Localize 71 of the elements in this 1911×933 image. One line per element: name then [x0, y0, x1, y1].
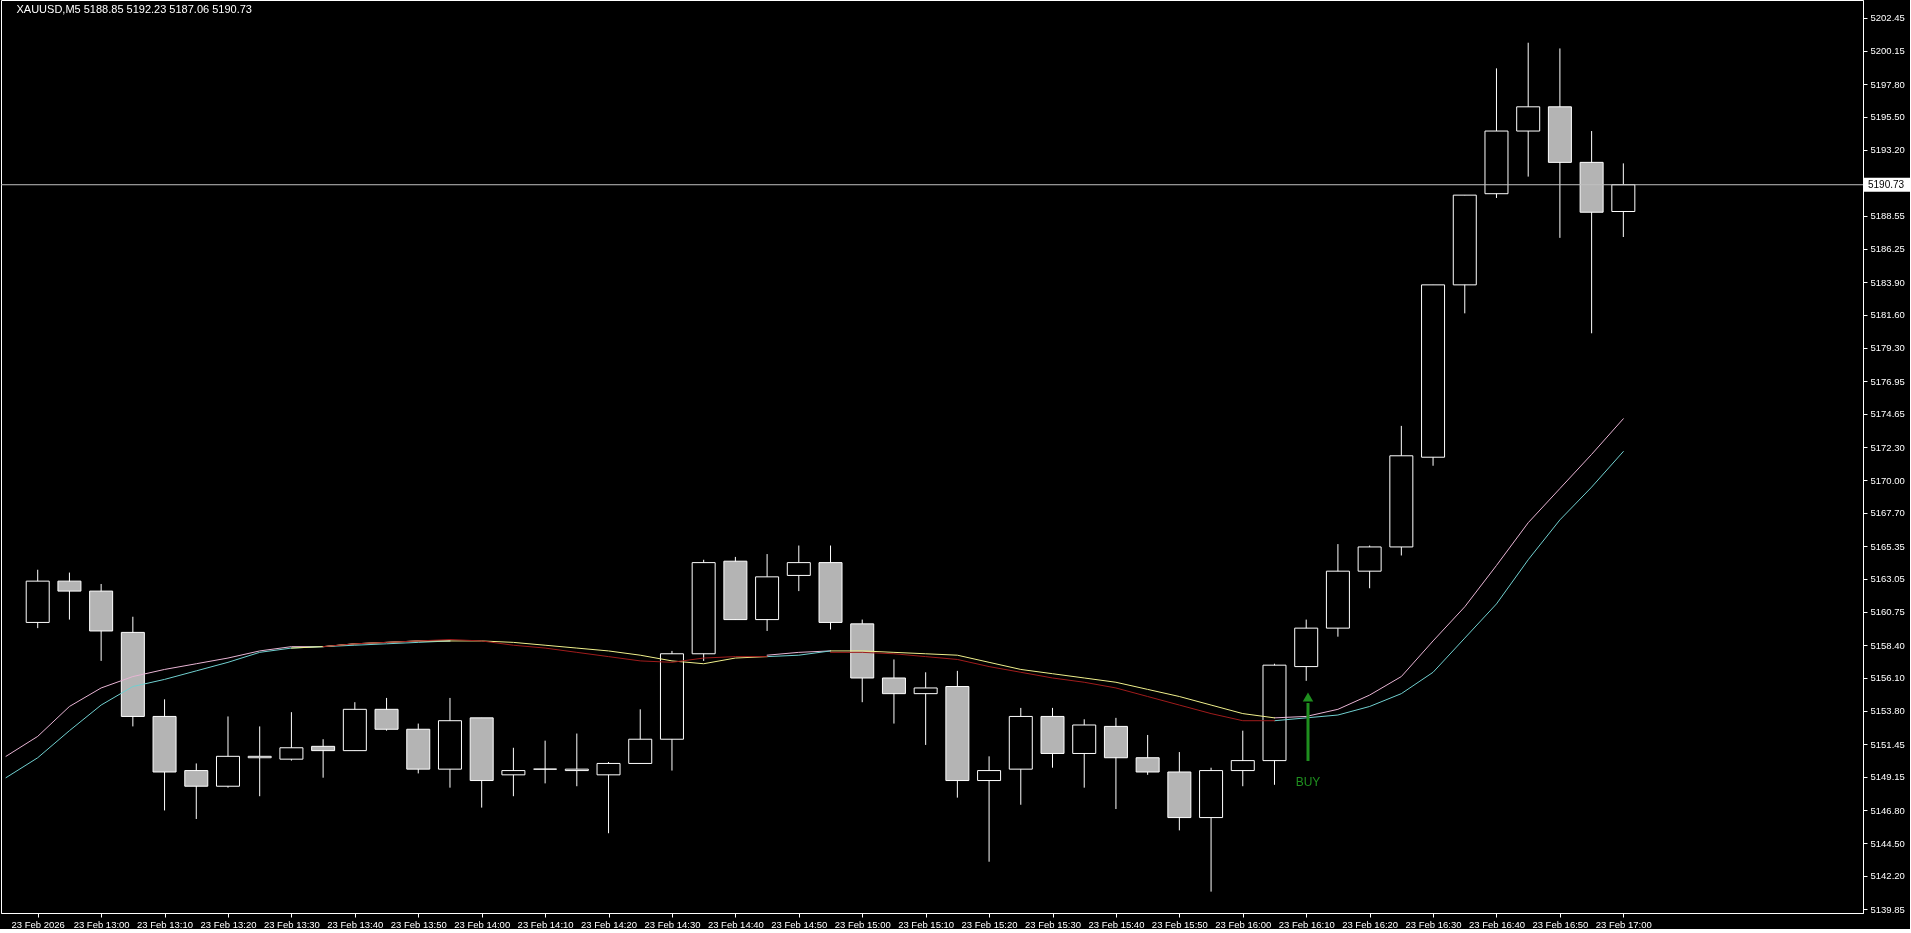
x-tick-label: 23 Feb 14:20: [581, 918, 638, 930]
x-tick-label: 23 Feb 16:50: [1532, 918, 1589, 930]
annotation: BUY: [1295, 775, 1321, 789]
candlestick: [374, 697, 399, 732]
x-tick-label: 23 Feb 14:30: [644, 918, 701, 930]
y-tick-label: 5202.45: [1870, 12, 1905, 24]
candlestick: [881, 658, 906, 725]
x-tick-label: 23 Feb 16:40: [1468, 918, 1525, 930]
y-tick-label: 5197.80: [1870, 78, 1905, 90]
candlestick: [977, 755, 1002, 863]
y-tick-label: 5172.30: [1870, 441, 1905, 453]
x-tick-label: 23 Feb 13:20: [200, 918, 257, 930]
x-tick-label: 23 Feb 13:30: [263, 918, 320, 930]
x-tick-label: 23 Feb 13:00: [73, 918, 130, 930]
x-tick-label: 23 Feb 14:10: [517, 918, 574, 930]
x-tick-label: 23 Feb 15:40: [1088, 918, 1145, 930]
x-tick-label: 23 Feb 13:10: [137, 918, 194, 930]
y-tick-label: 5144.50: [1870, 837, 1905, 849]
candlestick: [184, 762, 209, 820]
y-tick-label: 5200.15: [1870, 45, 1905, 57]
x-tick-label: 23 Feb 13:40: [327, 918, 384, 930]
y-tick-label: 5139.85: [1870, 903, 1905, 915]
x-tick-label: 23 Feb 15:50: [1151, 918, 1208, 930]
candlestick: [279, 711, 304, 762]
candlestick: [564, 733, 589, 787]
y-tick-label: 5151.45: [1870, 738, 1905, 750]
x-tick-label: 23 Feb 2026: [11, 918, 65, 930]
x-tick-label: 23 Feb 15:00: [834, 918, 891, 930]
y-tick-label: 5195.50: [1870, 111, 1905, 123]
x-tick-label: 23 Feb 16:30: [1405, 918, 1462, 930]
y-tick-label: 5146.80: [1870, 804, 1905, 816]
ref-line-label: 5190.73: [1868, 178, 1905, 190]
y-tick-label: 5156.10: [1870, 672, 1905, 684]
candlestick: [913, 671, 938, 746]
candlestick: [533, 740, 558, 784]
candlestick: [596, 761, 621, 834]
x-tick-label: 23 Feb 16:00: [1215, 918, 1272, 930]
y-tick-label: 5183.90: [1870, 276, 1905, 288]
candlestick: [311, 738, 336, 779]
x-tick-label: 23 Feb 16:20: [1342, 918, 1399, 930]
x-tick-label: 23 Feb 13:50: [390, 918, 447, 930]
x-tick-label: 23 Feb 15:30: [1025, 918, 1082, 930]
y-tick-label: 5186.25: [1870, 243, 1905, 255]
x-tick-label: 23 Feb 14:00: [454, 918, 511, 930]
candlestick: [1135, 734, 1160, 776]
x-tick-label: 23 Feb 14:40: [707, 918, 764, 930]
candlestick: [786, 545, 811, 592]
y-tick-label: 5149.15: [1870, 771, 1905, 783]
x-tick-label: 23 Feb 15:10: [898, 918, 955, 930]
x-tick-label: 23 Feb 14:50: [771, 918, 828, 930]
x-tick-label: 23 Feb 17:00: [1595, 918, 1652, 930]
y-tick-label: 5160.75: [1870, 606, 1905, 618]
y-tick-label: 5165.35: [1870, 540, 1905, 552]
chart-title: XAUUSD,M5 5188.85 5192.23 5187.06 5190.73: [16, 3, 252, 15]
candlestick: [1230, 730, 1255, 787]
x-tick-label: 23 Feb 15:20: [961, 918, 1018, 930]
candlestick: [501, 747, 526, 797]
y-tick-label: 5176.95: [1870, 375, 1905, 387]
y-tick-label: 5181.60: [1870, 309, 1905, 321]
candlestick: [57, 572, 82, 621]
y-tick-label: 5163.05: [1870, 573, 1905, 585]
y-tick-label: 5142.20: [1870, 870, 1905, 882]
y-tick-label: 5153.80: [1870, 705, 1905, 717]
y-tick-label: 5174.65: [1870, 408, 1905, 420]
y-tick-label: 5167.70: [1870, 507, 1905, 519]
y-tick-label: 5193.20: [1870, 144, 1905, 156]
x-tick-label: 23 Feb 16:10: [1278, 918, 1335, 930]
y-tick-label: 5170.00: [1870, 474, 1905, 486]
y-tick-label: 5158.40: [1870, 639, 1905, 651]
y-tick-label: 5179.30: [1870, 342, 1905, 354]
y-tick-label: 5188.55: [1870, 210, 1905, 222]
